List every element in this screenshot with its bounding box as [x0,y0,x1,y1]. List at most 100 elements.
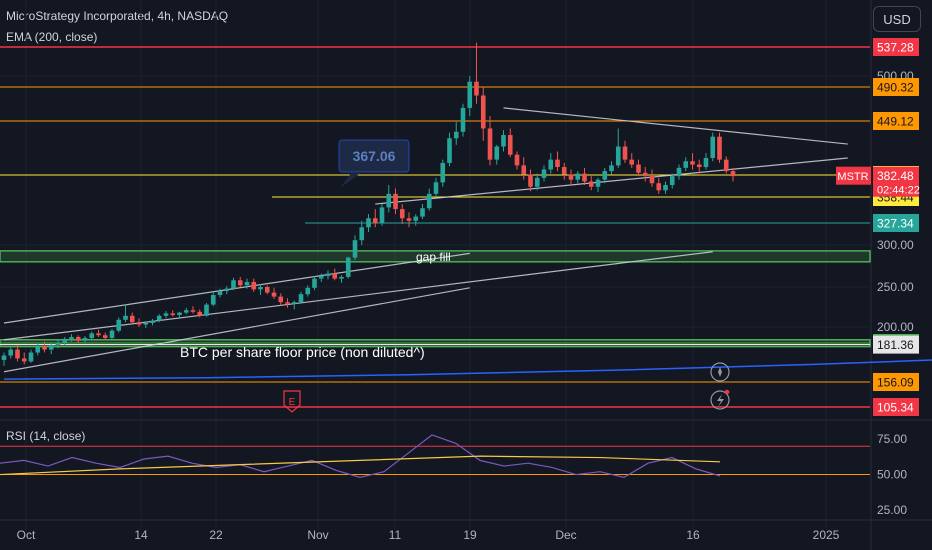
candle-body [318,276,324,279]
candle-body [352,240,358,258]
price-level-tag [873,335,919,354]
candle-body [75,337,81,341]
candle-body [386,193,392,208]
currency-button[interactable]: USD [873,6,921,32]
price-level-tag [873,38,919,56]
rsi-pane: RSI (14, close) [0,429,870,479]
candle-body [102,335,108,338]
candle-body [575,173,581,180]
candle-body [372,218,378,224]
candles [1,42,736,366]
candle-body [82,337,88,341]
alert-dot-icon [724,389,730,395]
candle-body [433,182,439,194]
green-zone [0,250,871,263]
candle-body [163,313,169,316]
candle-body [8,349,14,356]
candle-body [48,345,54,350]
candle-body [636,164,641,173]
price-level-value: 537.28 [877,41,914,55]
candle-body [696,164,702,168]
candle-body [588,181,594,187]
candle-body [298,294,304,303]
trend-line [3,287,470,373]
price-level-value: 449.12 [877,115,914,129]
candle-body [521,165,527,175]
price-level-value: 490.32 [877,81,914,95]
candle-body [143,323,149,325]
floor-price-label: BTC per share floor price (non diluted^) [180,344,425,360]
price-axis: 25.0050.0075.00200.00250.00300.00500.005… [836,38,920,517]
candle-body [541,169,547,178]
trend-line [375,157,848,205]
trend-line [503,107,848,145]
candle-body [109,330,115,338]
price-tick-label: 200.00 [877,320,914,334]
candle-body [244,281,250,286]
callout-value: 367.06 [353,148,396,164]
candle-body [305,287,311,295]
candle-body [690,161,695,165]
candle-body [507,135,513,155]
candle-body [548,159,554,170]
candle-body [447,138,452,163]
candle-body [474,81,479,96]
price-level-tag [873,398,919,416]
price-level-value: 181.36 [877,338,914,352]
candle-body [710,136,716,159]
candle-body [210,295,216,305]
candle-body [197,311,203,316]
rsi-tick-label: 25.00 [877,503,907,517]
price-tick-label: 250.00 [877,280,914,294]
candle-body [615,146,621,166]
candle-body [366,218,371,228]
candle-body [642,172,648,177]
ema-indicator-label[interactable]: EMA (200, close) [6,30,98,44]
candle-body [460,107,466,132]
callout-pointer [340,172,362,188]
candle-body [96,333,101,336]
candle-body [339,276,344,279]
candle-body [35,346,41,353]
earnings-marker [283,390,301,413]
candle-body [676,167,682,177]
x-tick-label: Nov [307,528,328,542]
annotations: 367.06 gap fill BTC per share floor price … [180,139,730,413]
candle-body [271,292,277,297]
candle-body [69,337,74,339]
candle-body [28,352,34,362]
candle-body [237,280,243,286]
candle-body [723,159,729,172]
price-level-value: 156.09 [877,376,914,390]
candle-body [629,159,635,165]
rsi-label: RSI (14, close) [6,429,85,443]
candle-body [204,304,209,316]
candle-body [582,173,587,182]
candle-body [622,146,628,160]
candle-body [62,338,68,343]
target-icon [710,362,730,382]
price-level-value: 105.34 [877,401,914,415]
candle-body [717,136,722,160]
time-axis: Oct 14 22 Nov 11 19 Dec 16 2025 [17,528,840,542]
candle-body [42,346,47,350]
candle-body [15,349,20,359]
candle-body [487,128,493,160]
lightning-icon [717,394,724,407]
rsi-line [0,434,721,479]
price-levels [0,46,870,408]
candle-body [609,165,614,172]
candle-body [494,146,500,160]
candle-body [568,174,574,180]
candle-body [669,176,675,185]
candle-body [278,296,284,303]
candle-body [514,154,520,166]
candle-body [116,319,122,331]
candle-body [703,158,709,168]
candle-body [231,280,236,289]
candle-body [156,315,162,321]
callout-box [338,139,410,173]
candle-body [730,171,736,177]
